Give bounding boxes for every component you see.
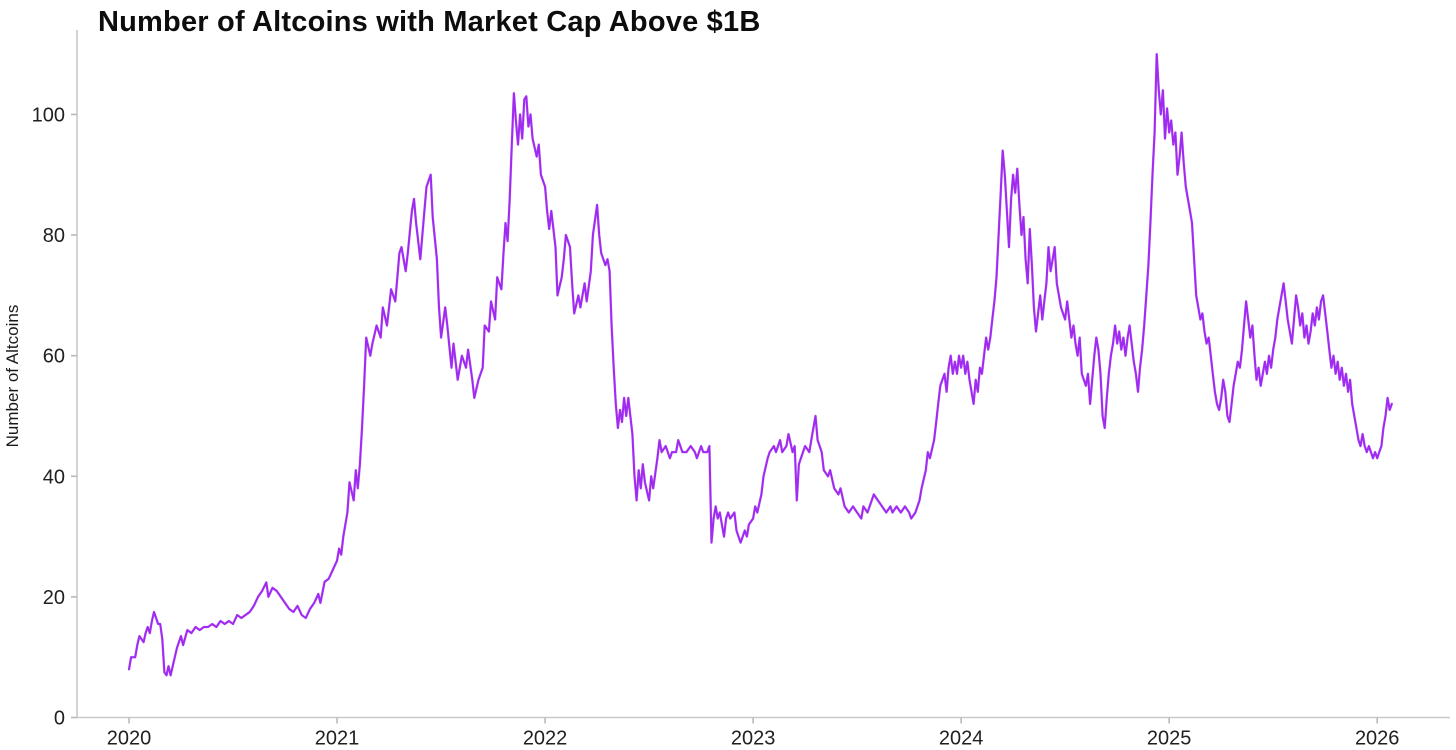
y-tick-label: 20 <box>43 587 65 609</box>
axis-spines <box>76 30 1450 719</box>
y-tick-label: 60 <box>43 346 65 368</box>
y-tick-label: 100 <box>32 104 65 126</box>
x-tick-label: 2020 <box>107 728 152 750</box>
axis-ticks: 0 20 40 60 80 100 2020 2021 2022 2023 2024 2025 2026 <box>32 104 1400 749</box>
data-series <box>127 52 1394 677</box>
y-axis-label: Number of Altcoins <box>3 305 22 448</box>
x-tick-label: 2024 <box>939 728 984 750</box>
x-tick-label: 2026 <box>1355 728 1400 750</box>
y-tick-label: 40 <box>43 466 65 488</box>
x-tick-label: 2021 <box>315 728 360 750</box>
x-tick-label: 2023 <box>731 728 776 750</box>
altcoin-count-line <box>128 53 1393 677</box>
x-tick-label: 2025 <box>1147 728 1192 750</box>
altcoin-count-line-glow <box>127 52 1394 677</box>
y-tick-label: 0 <box>54 708 65 730</box>
y-tick-label: 80 <box>43 225 65 247</box>
x-tick-label: 2022 <box>523 728 568 750</box>
chart-title: Number of Altcoins with Market Cap Above… <box>98 6 760 38</box>
